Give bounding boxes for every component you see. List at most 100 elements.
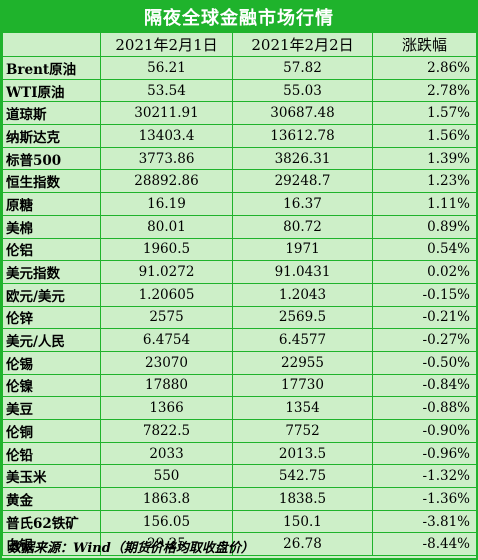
table-row: 原糖 16.19 16.37 1.11%	[2, 192, 477, 216]
row-value-date-2: 1838.5	[232, 487, 373, 511]
table-row: 伦铜 7822.5 7752 -0.90%	[2, 419, 477, 443]
table-row: 欧元/美元 1.20605 1.2043 -0.15%	[2, 282, 477, 307]
row-name: 美玉米	[2, 464, 101, 489]
row-value-date-2: 30687.48	[232, 101, 373, 126]
row-value-date-1: 1960.5	[100, 237, 233, 262]
row-change: 1.23%	[372, 169, 477, 194]
table-row: 白银 29.25 26.78 -8.44%	[2, 532, 477, 557]
row-value-date-1: 56.21	[100, 56, 233, 80]
row-name: 原糖	[2, 192, 101, 216]
row-value-date-1: 1863.8	[100, 487, 233, 511]
row-value-date-2: 3826.31	[232, 146, 373, 171]
row-change: 1.11%	[372, 192, 477, 216]
table-row: 道琼斯 30211.91 30687.48 1.57%	[2, 101, 477, 126]
row-value-date-2: 91.0431	[232, 260, 373, 284]
row-value-date-1: 2033	[100, 441, 233, 466]
row-value-date-1: 23070	[100, 350, 233, 375]
header-date-2: 2021年2月2日	[232, 32, 373, 57]
row-change: -0.50%	[372, 350, 477, 375]
row-value-date-1: 16.19	[100, 192, 233, 216]
row-change: 1.57%	[372, 101, 477, 126]
table-row: 美元/人民 6.4754 6.4577 -0.27%	[2, 328, 477, 352]
row-name: 伦锡	[2, 350, 101, 375]
row-change: 1.39%	[372, 146, 477, 171]
row-value-date-1: 53.54	[100, 78, 233, 103]
row-value-date-2: 22955	[232, 350, 373, 375]
row-change: -1.32%	[372, 464, 477, 489]
row-value-date-1: 3773.86	[100, 146, 233, 171]
table-row: 伦锌 2575 2569.5 -0.21%	[2, 305, 477, 330]
row-value-date-1: 91.0272	[100, 260, 233, 284]
row-name: 恒生指数	[2, 169, 101, 194]
table-row: 伦铅 2033 2013.5 -0.96%	[2, 441, 477, 466]
row-value-date-1: 6.4754	[100, 328, 233, 352]
row-change: -3.81%	[372, 509, 477, 534]
row-name: 纳斯达克	[2, 124, 101, 148]
header-change: 涨跌幅	[372, 32, 477, 57]
row-value-date-2: 542.75	[232, 464, 373, 489]
row-value-date-2: 2013.5	[232, 441, 373, 466]
header-date-1: 2021年2月1日	[100, 32, 233, 57]
table-row: 伦铝 1960.5 1971 0.54%	[2, 237, 477, 262]
row-value-date-2: 1354	[232, 396, 373, 420]
row-change: -0.27%	[372, 328, 477, 352]
row-value-date-2: 17730	[232, 373, 373, 398]
row-value-date-1: 17880	[100, 373, 233, 398]
table-row: 黄金 1863.8 1838.5 -1.36%	[2, 487, 477, 511]
row-value-date-2: 57.82	[232, 56, 373, 80]
row-name: 美元/人民	[2, 328, 101, 352]
row-change: -8.44%	[372, 532, 477, 557]
row-name: 普氏62铁矿	[2, 509, 101, 534]
row-change: 0.54%	[372, 237, 477, 262]
row-name: 白银	[2, 532, 101, 557]
row-value-date-2: 150.1	[232, 509, 373, 534]
source-note: 数据来源：Wind（期货价格均取收盘价）	[8, 541, 254, 556]
row-name: 伦铜	[2, 419, 101, 443]
table-row: Brent原油 56.21 57.82 2.86%	[2, 56, 477, 80]
row-name: 美棉	[2, 214, 101, 239]
row-value-date-1: 550	[100, 464, 233, 489]
table-row: 普氏62铁矿 156.05 150.1 -3.81%	[2, 509, 477, 534]
table-header-row: 2021年2月1日 2021年2月2日 涨跌幅	[2, 32, 477, 57]
header-name	[2, 32, 101, 57]
row-name: WTI原油	[2, 78, 101, 103]
row-change: 2.86%	[372, 56, 477, 80]
row-value-date-2: 13612.78	[232, 124, 373, 148]
row-name: 欧元/美元	[2, 282, 101, 307]
row-value-date-2: 80.72	[232, 214, 373, 239]
row-value-date-2: 1971	[232, 237, 373, 262]
row-value-date-1: 28892.86	[100, 169, 233, 194]
row-name: 黄金	[2, 487, 101, 511]
row-change: -1.36%	[372, 487, 477, 511]
row-name: 道琼斯	[2, 101, 101, 126]
row-value-date-2: 2569.5	[232, 305, 373, 330]
row-change: 1.56%	[372, 124, 477, 148]
table-row: 美玉米 550 542.75 -1.32%	[2, 464, 477, 489]
row-value-date-2: 7752	[232, 419, 373, 443]
table-row: 美豆 1366 1354 -0.88%	[2, 396, 477, 420]
row-value-date-1: 30211.91	[100, 101, 233, 126]
row-value-date-1: 156.05	[100, 509, 233, 534]
table-row: 美元指数 91.0272 91.0431 0.02%	[2, 260, 477, 284]
table-row: WTI原油 53.54 55.03 2.78%	[2, 78, 477, 103]
table-row: 伦锡 23070 22955 -0.50%	[2, 350, 477, 375]
row-name: 伦锌	[2, 305, 101, 330]
row-name: 伦铅	[2, 441, 101, 466]
row-change: -0.88%	[372, 396, 477, 420]
row-value-date-2: 26.78	[232, 532, 373, 557]
row-value-date-1: 1.20605	[100, 282, 233, 307]
row-value-date-2: 55.03	[232, 78, 373, 103]
row-value-date-2: 6.4577	[232, 328, 373, 352]
row-name: 伦铝	[2, 237, 101, 262]
row-change: -0.84%	[372, 373, 477, 398]
row-value-date-1: 1366	[100, 396, 233, 420]
row-change: -0.15%	[372, 282, 477, 307]
page-title: 隔夜全球金融市场行情	[2, 2, 476, 32]
table-row: 标普500 3773.86 3826.31 1.39%	[2, 146, 477, 171]
market-table: 2021年2月1日 2021年2月2日 涨跌幅 Brent原油 56.21 57.8…	[2, 32, 477, 557]
row-name: 美元指数	[2, 260, 101, 284]
table-row: 美棉 80.01 80.72 0.89%	[2, 214, 477, 239]
table-row: 伦镍 17880 17730 -0.84%	[2, 373, 477, 398]
row-value-date-2: 29248.7	[232, 169, 373, 194]
